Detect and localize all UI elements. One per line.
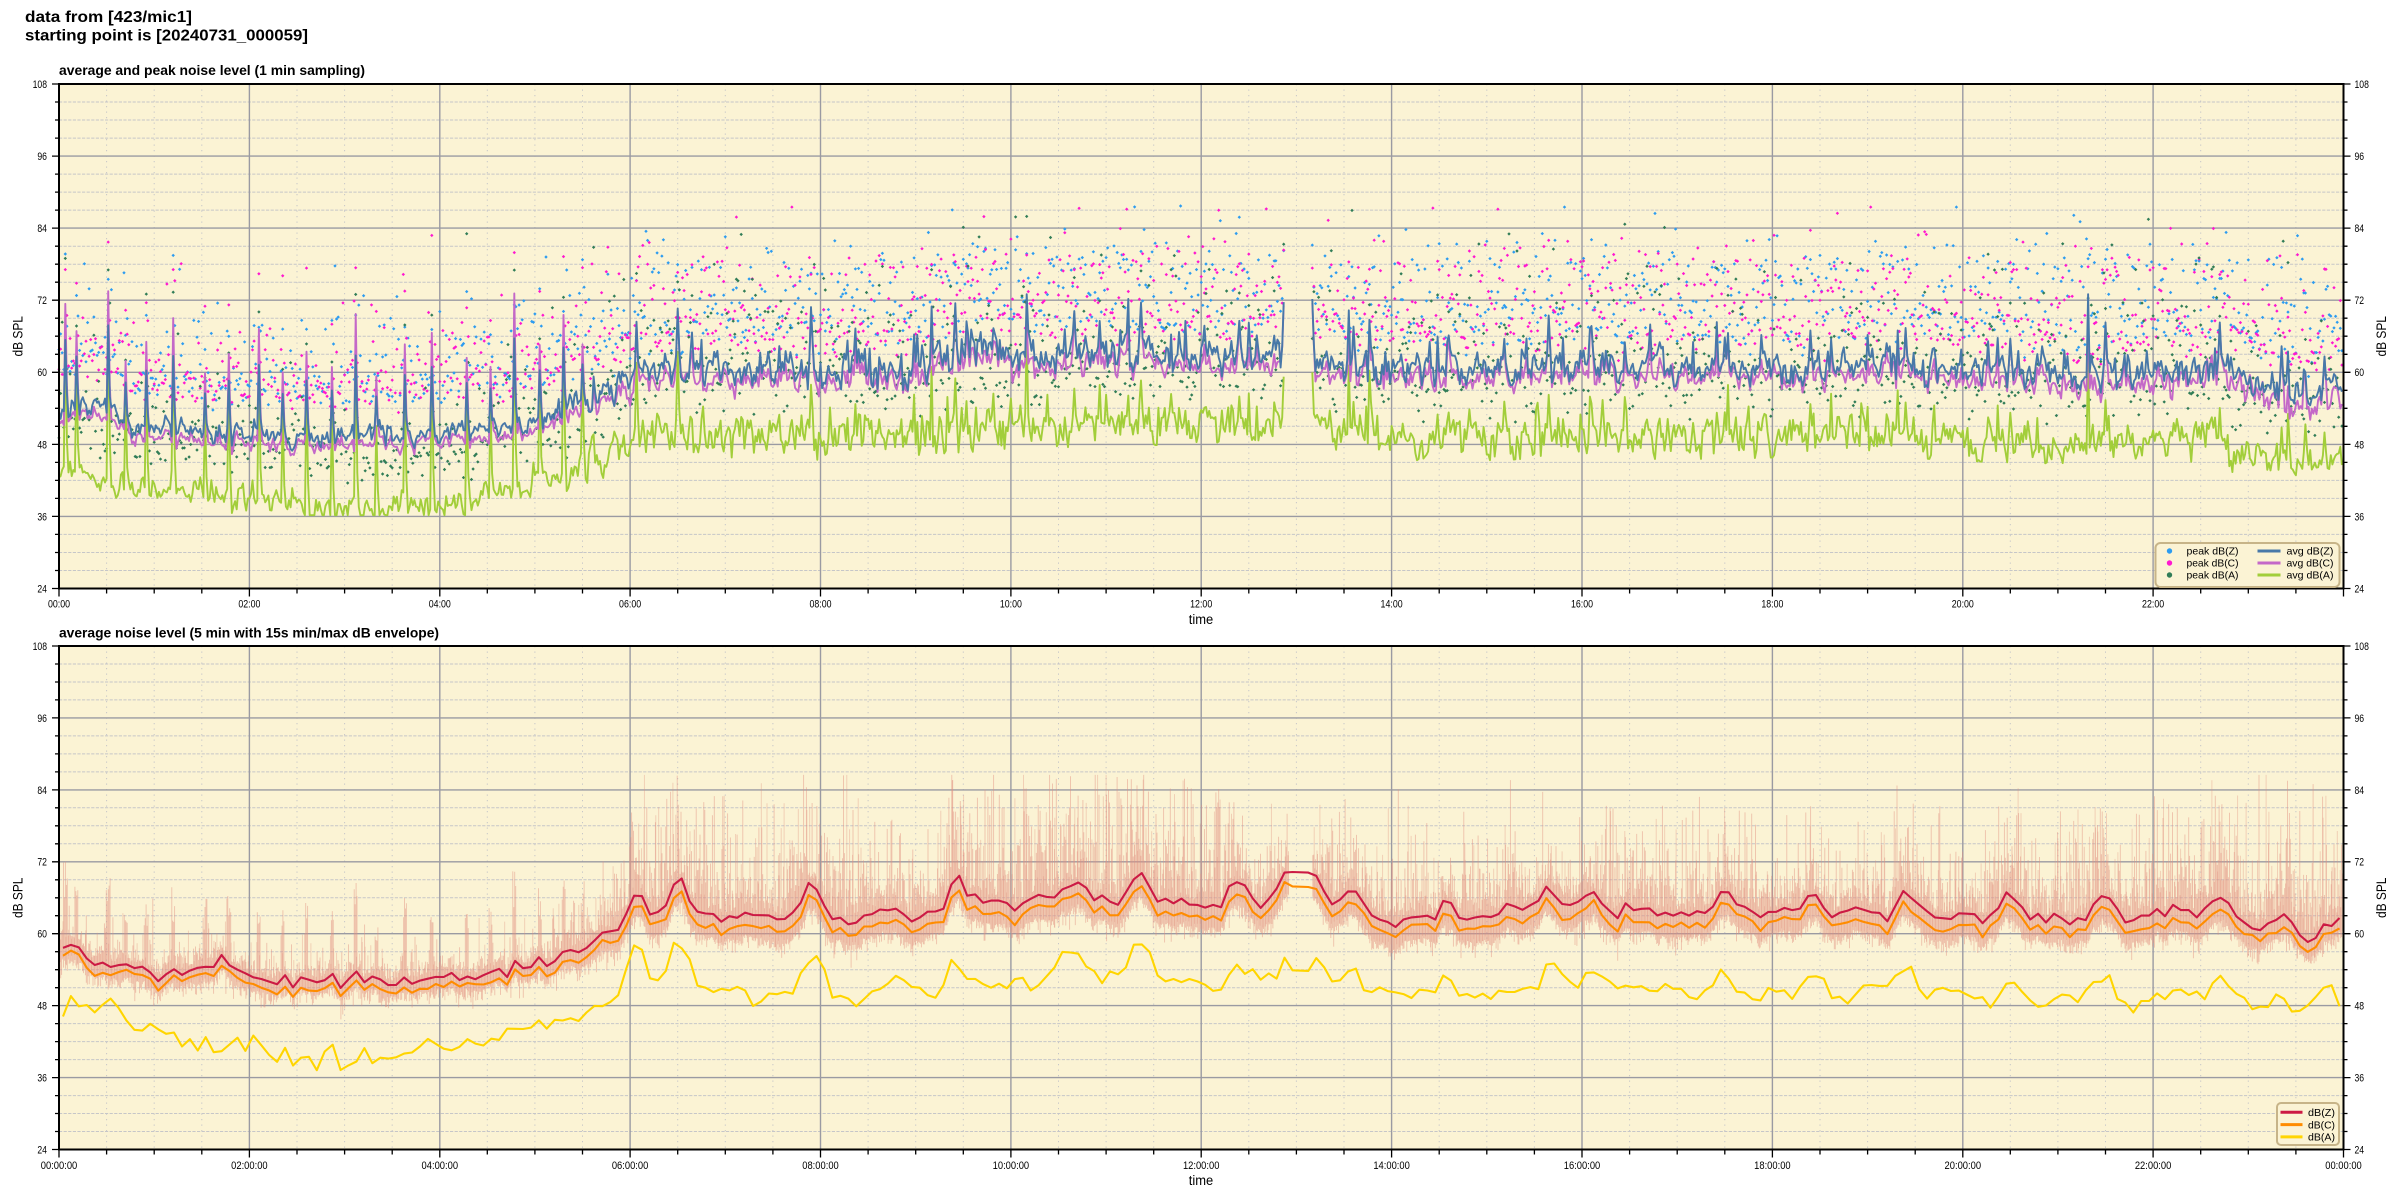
svg-text:dB SPL: dB SPL bbox=[2374, 877, 2389, 918]
svg-text:72: 72 bbox=[37, 295, 47, 307]
svg-text:36: 36 bbox=[37, 1073, 47, 1085]
svg-text:24: 24 bbox=[37, 583, 47, 595]
svg-text:08:00:00: 08:00:00 bbox=[802, 1160, 839, 1172]
svg-text:24: 24 bbox=[2355, 583, 2365, 595]
svg-text:avg dB(A): avg dB(A) bbox=[2287, 570, 2334, 582]
svg-text:10:00: 10:00 bbox=[1000, 599, 1022, 611]
svg-text:48: 48 bbox=[37, 1001, 47, 1013]
svg-text:48: 48 bbox=[2355, 439, 2365, 451]
svg-text:12:00: 12:00 bbox=[1190, 599, 1212, 611]
svg-text:02:00:00: 02:00:00 bbox=[231, 1160, 268, 1172]
svg-text:60: 60 bbox=[37, 929, 47, 941]
svg-text:time: time bbox=[1189, 1173, 1214, 1188]
svg-text:60: 60 bbox=[2355, 929, 2365, 941]
svg-text:12:00:00: 12:00:00 bbox=[1183, 1160, 1220, 1172]
svg-text:10:00:00: 10:00:00 bbox=[993, 1160, 1030, 1172]
svg-text:24: 24 bbox=[2355, 1144, 2365, 1156]
svg-text:72: 72 bbox=[2355, 857, 2365, 869]
svg-text:84: 84 bbox=[37, 785, 47, 797]
svg-text:dB(A): dB(A) bbox=[2308, 1132, 2335, 1144]
svg-text:04:00:00: 04:00:00 bbox=[422, 1160, 459, 1172]
svg-text:96: 96 bbox=[2355, 713, 2365, 725]
svg-text:96: 96 bbox=[37, 713, 47, 725]
svg-text:dB(Z): dB(Z) bbox=[2308, 1107, 2335, 1119]
svg-text:dB SPL: dB SPL bbox=[2374, 316, 2389, 357]
svg-text:108: 108 bbox=[33, 641, 47, 653]
svg-text:36: 36 bbox=[2355, 511, 2365, 523]
svg-text:18:00:00: 18:00:00 bbox=[1754, 1160, 1791, 1172]
svg-text:72: 72 bbox=[2355, 295, 2365, 307]
svg-text:18:00: 18:00 bbox=[1761, 599, 1783, 611]
svg-text:00:00:00: 00:00:00 bbox=[2325, 1160, 2362, 1172]
svg-text:36: 36 bbox=[2355, 1073, 2365, 1085]
svg-text:108: 108 bbox=[2355, 79, 2369, 91]
svg-text:starting point is [20240731_00: starting point is [20240731_000059] bbox=[25, 28, 308, 45]
svg-text:peak dB(C): peak dB(C) bbox=[2187, 558, 2239, 570]
svg-text:84: 84 bbox=[2355, 223, 2365, 235]
svg-text:data from [423/mic1]: data from [423/mic1] bbox=[25, 9, 192, 26]
svg-text:08:00: 08:00 bbox=[809, 599, 831, 611]
svg-text:dB SPL: dB SPL bbox=[11, 877, 26, 918]
svg-text:22:00:00: 22:00:00 bbox=[2135, 1160, 2172, 1172]
svg-text:dB(C): dB(C) bbox=[2308, 1119, 2335, 1131]
svg-text:96: 96 bbox=[2355, 151, 2365, 163]
svg-text:avg dB(C): avg dB(C) bbox=[2287, 558, 2334, 570]
svg-text:14:00: 14:00 bbox=[1381, 599, 1403, 611]
svg-text:02:00: 02:00 bbox=[238, 599, 260, 611]
svg-text:84: 84 bbox=[2355, 785, 2365, 797]
svg-text:24: 24 bbox=[37, 1144, 47, 1156]
svg-text:48: 48 bbox=[37, 439, 47, 451]
svg-text:16:00:00: 16:00:00 bbox=[1564, 1160, 1601, 1172]
svg-text:peak dB(Z): peak dB(Z) bbox=[2187, 546, 2239, 558]
svg-text:84: 84 bbox=[37, 223, 47, 235]
svg-text:36: 36 bbox=[37, 511, 47, 523]
svg-text:00:00:00: 00:00:00 bbox=[41, 1160, 78, 1172]
svg-text:108: 108 bbox=[2355, 641, 2369, 653]
svg-text:average and peak noise level (: average and peak noise level (1 min samp… bbox=[59, 62, 365, 78]
svg-text:96: 96 bbox=[37, 151, 47, 163]
svg-text:60: 60 bbox=[37, 367, 47, 379]
svg-text:14:00:00: 14:00:00 bbox=[1373, 1160, 1410, 1172]
svg-text:avg dB(Z): avg dB(Z) bbox=[2287, 546, 2334, 558]
svg-text:60: 60 bbox=[2355, 367, 2365, 379]
svg-text:72: 72 bbox=[37, 857, 47, 869]
svg-text:48: 48 bbox=[2355, 1001, 2365, 1013]
svg-text:04:00: 04:00 bbox=[429, 599, 451, 611]
svg-text:20:00:00: 20:00:00 bbox=[1945, 1160, 1982, 1172]
svg-text:peak dB(A): peak dB(A) bbox=[2187, 570, 2239, 582]
svg-text:20:00: 20:00 bbox=[1952, 599, 1974, 611]
svg-text:time: time bbox=[1189, 612, 1214, 627]
svg-text:average noise level (5 min wit: average noise level (5 min with 15s min/… bbox=[59, 625, 439, 641]
svg-text:00:00: 00:00 bbox=[48, 599, 70, 611]
svg-text:dB SPL: dB SPL bbox=[11, 316, 26, 357]
svg-text:06:00:00: 06:00:00 bbox=[612, 1160, 649, 1172]
svg-text:06:00: 06:00 bbox=[619, 599, 641, 611]
svg-text:16:00: 16:00 bbox=[1571, 599, 1593, 611]
svg-text:22:00: 22:00 bbox=[2142, 599, 2164, 611]
svg-text:108: 108 bbox=[33, 79, 47, 91]
